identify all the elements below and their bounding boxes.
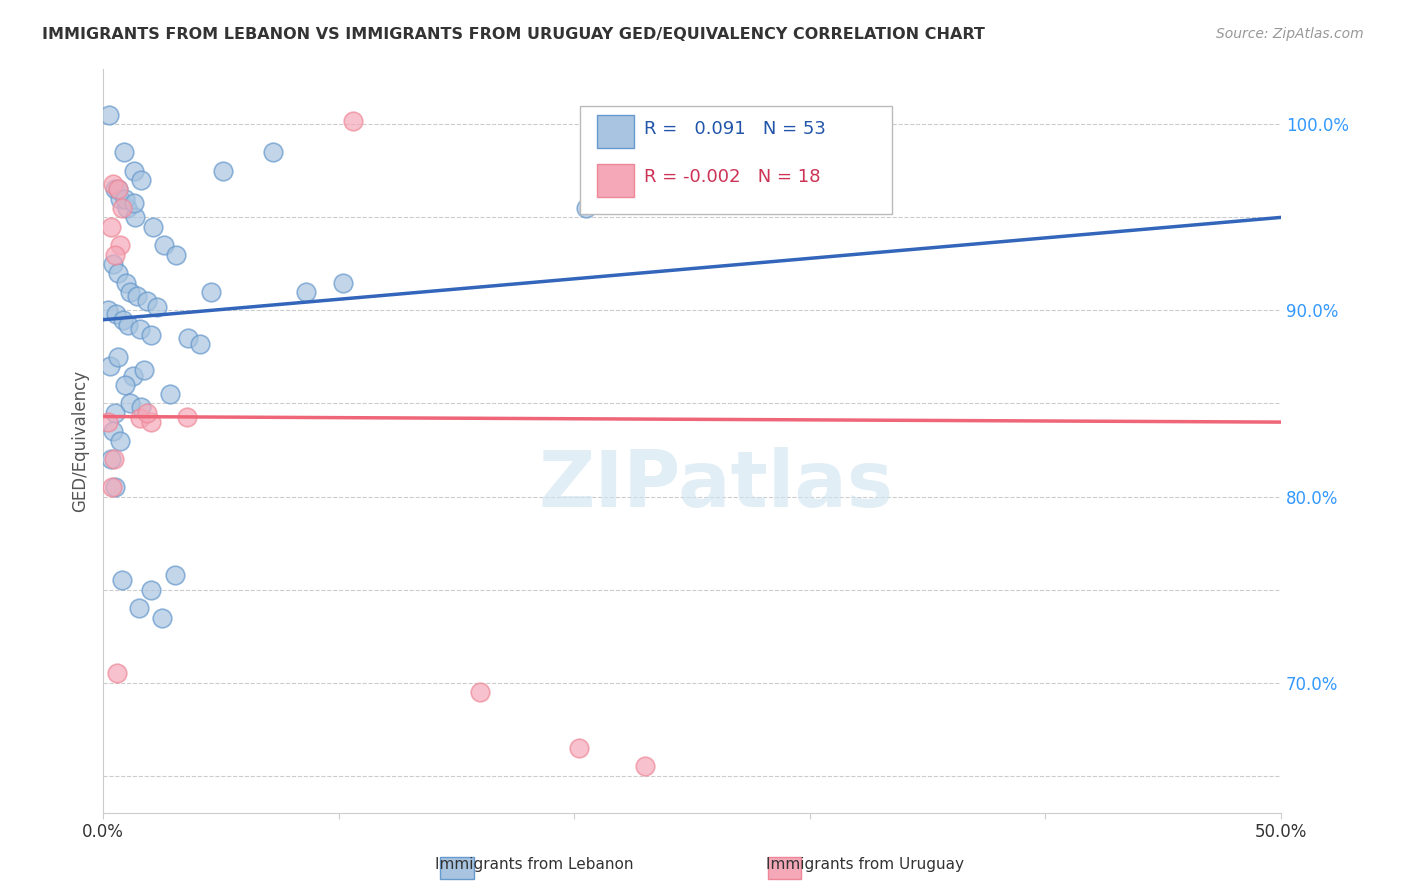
Point [165,247,187,261]
Point [117,318,139,333]
Point [108,192,131,206]
Point [104,406,127,420]
Point [177,331,200,345]
Point [107,182,129,196]
Point [129,401,152,415]
Point [101,425,124,439]
Point [114,377,136,392]
Point [128,601,150,615]
Y-axis label: GED/Equivalency: GED/Equivalency [72,369,89,512]
Text: IMMIGRANTS FROM LEBANON VS IMMIGRANTS FROM URUGUAY GED/EQUIVALENCY CORRELATION C: IMMIGRANTS FROM LEBANON VS IMMIGRANTS FR… [42,27,986,42]
Point [103,452,125,467]
Point [468,685,491,699]
Text: ZIPatlas: ZIPatlas [538,448,893,524]
Point [111,201,134,215]
Point [115,201,138,215]
Point [104,480,127,494]
Point [107,350,129,364]
Point [97,415,120,429]
Point [101,257,124,271]
Text: R = -0.002   N = 18: R = -0.002 N = 18 [644,169,820,186]
Point [262,145,284,160]
Point [114,276,136,290]
Point [105,666,128,681]
Point [146,300,169,314]
FancyBboxPatch shape [596,164,634,196]
Text: R =   0.091   N = 53: R = 0.091 N = 53 [644,120,825,138]
Point [141,415,163,429]
Point [159,387,181,401]
Point [122,164,145,178]
Point [141,327,163,342]
FancyBboxPatch shape [581,106,893,214]
Point [108,434,131,448]
Point [104,182,127,196]
Point [342,113,364,128]
Point [134,363,156,377]
Point [127,288,149,302]
Point [98,359,121,374]
Point [120,285,142,299]
Point [135,406,157,420]
Point [152,610,174,624]
Point [118,396,141,410]
Point [111,574,134,588]
Point [124,211,146,225]
Point [188,337,211,351]
Point [294,285,316,299]
Point [105,307,128,321]
Point [121,368,143,383]
Point [107,266,129,280]
Point [114,192,136,206]
Point [200,285,222,299]
Point [100,219,122,234]
Point [634,759,657,773]
Point [129,173,152,187]
Point [141,582,163,597]
Point [163,567,186,582]
Point [100,452,122,467]
FancyBboxPatch shape [596,115,634,148]
Point [107,182,129,196]
Point [101,177,124,191]
Text: Immigrants from Uruguay: Immigrants from Uruguay [766,857,963,872]
Point [104,247,127,261]
Text: Source: ZipAtlas.com: Source: ZipAtlas.com [1216,27,1364,41]
Point [101,480,124,494]
Point [575,201,598,215]
Point [128,411,150,425]
Text: Immigrants from Lebanon: Immigrants from Lebanon [434,857,634,872]
Point [112,312,135,326]
Point [122,195,145,210]
Point [135,294,157,309]
Point [128,322,150,336]
Point [108,238,131,252]
Point [153,238,176,252]
Point [97,303,120,318]
Point [212,164,235,178]
Point [142,219,165,234]
Point [98,108,121,122]
Point [176,409,198,424]
Point [112,145,135,160]
Point [332,276,354,290]
Point [568,740,591,755]
